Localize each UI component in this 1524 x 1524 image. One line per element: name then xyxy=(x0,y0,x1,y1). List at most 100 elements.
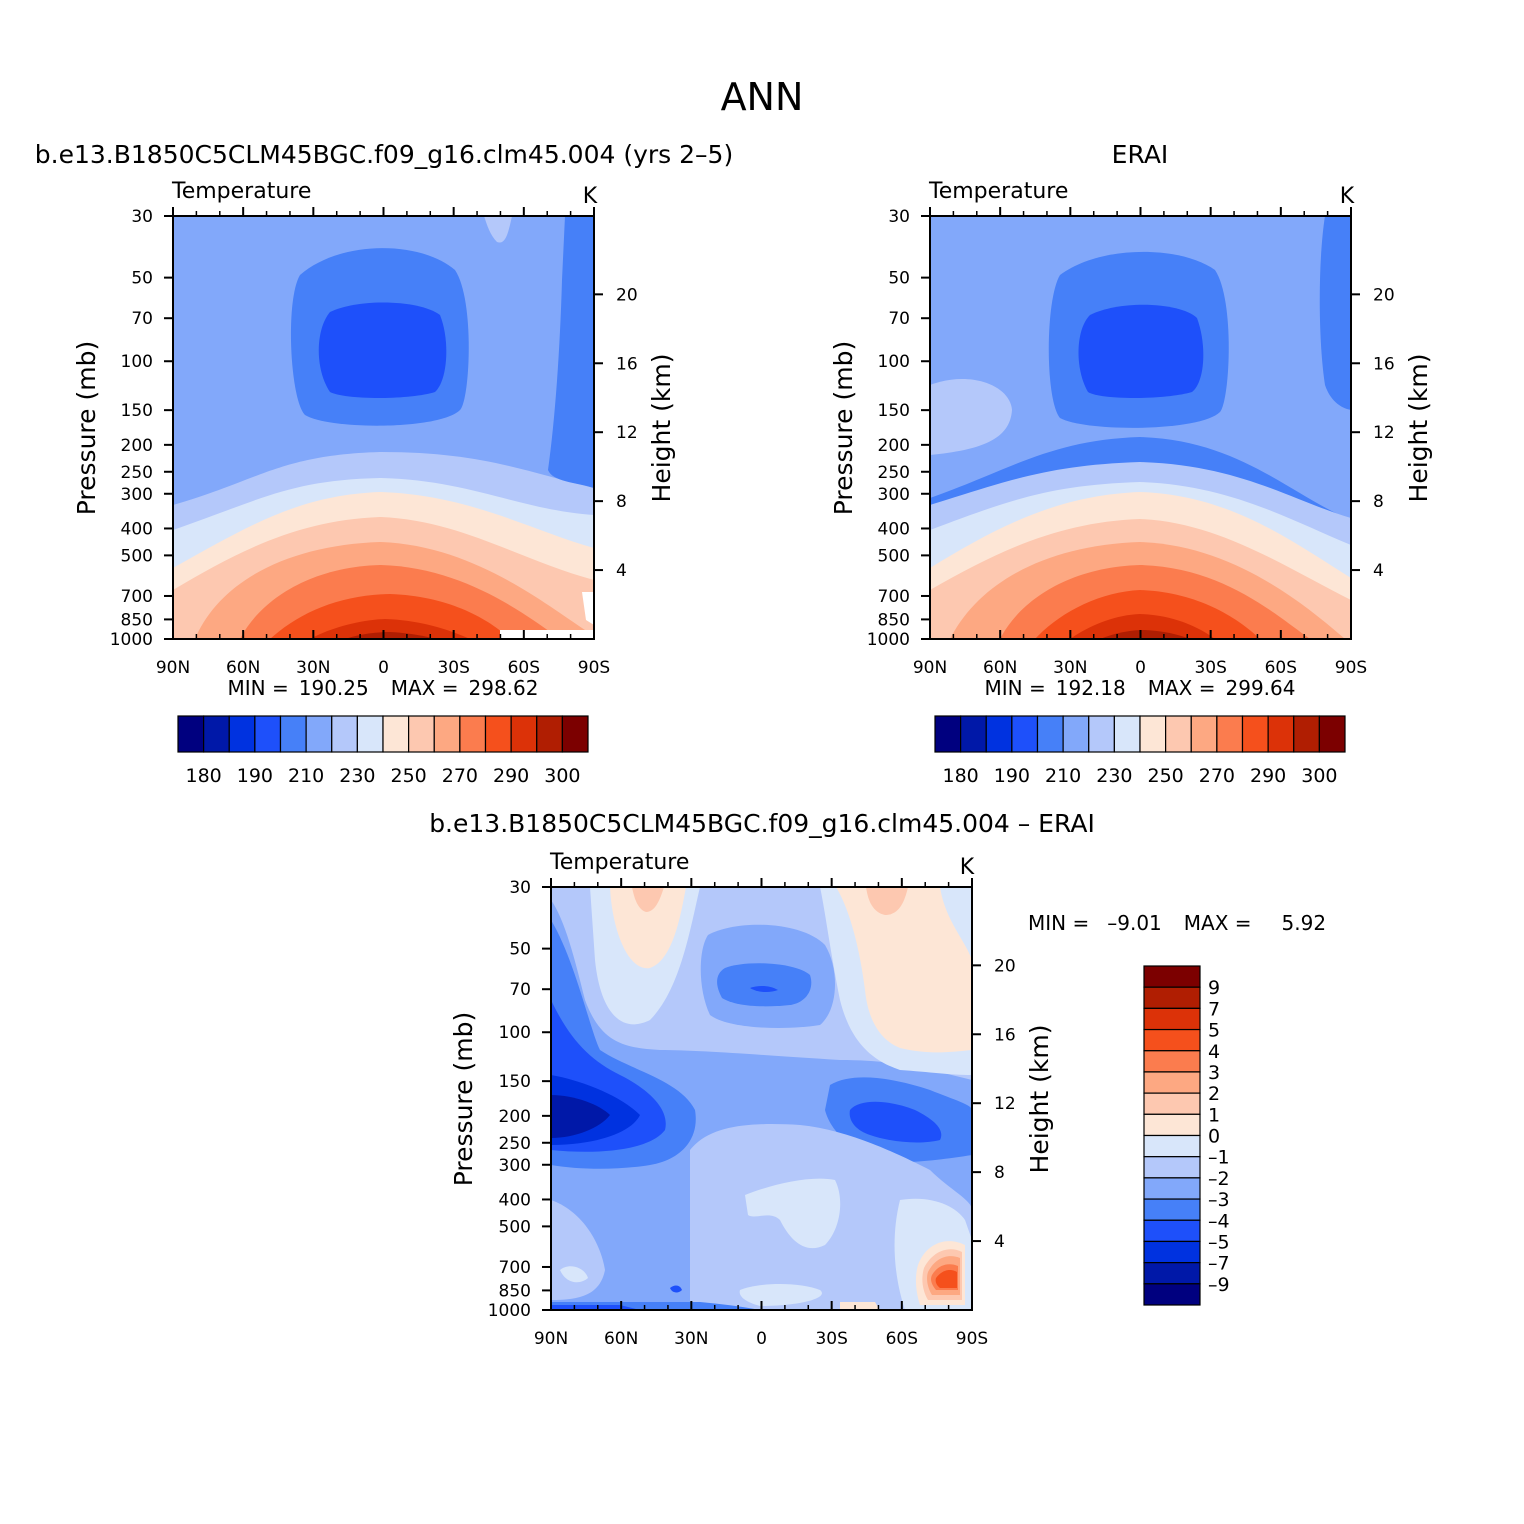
panel-c-colorbar-label: 1 xyxy=(1208,1104,1220,1126)
panel-c-x-tick-label: 30N xyxy=(674,1329,708,1349)
panel-c-colorbar-label: –3 xyxy=(1208,1189,1230,1211)
panel-b-colorbar-label: 300 xyxy=(1301,765,1337,787)
panel-a-colorbar-box xyxy=(484,715,512,753)
panel-a-y-tick-label: 1000 xyxy=(110,630,153,650)
panel-c-colorbar-box xyxy=(1143,1134,1201,1158)
panel-a-y-tick-label: 500 xyxy=(121,546,153,566)
panel-b-ylabel: Pressure (mb) xyxy=(829,341,858,515)
panel-a-height-tick-label: 8 xyxy=(616,492,627,512)
panel-b-min-value: 192.18 xyxy=(1056,676,1126,700)
panel-c-colorbar-box xyxy=(1143,1156,1201,1179)
panel-b-colorbar-box xyxy=(1241,715,1269,753)
panel-b-colorbar-box xyxy=(1267,715,1295,753)
panel-c-colorbar-box xyxy=(1143,1219,1201,1243)
panel-b-colorbar: 180 190 210 230 250 270 290 300 xyxy=(934,715,1346,787)
panel-c-colorbar-label: –9 xyxy=(1208,1274,1230,1296)
panel-a-colorbar-label: 190 xyxy=(237,765,273,787)
panel-c-y-tick-label: 70 xyxy=(509,980,531,1000)
panel-a-max-value: 298.62 xyxy=(469,676,539,700)
panel-a-x-tick-label: 60S xyxy=(508,658,540,678)
panel-b-colorbar-label: 180 xyxy=(942,765,978,787)
panel-a-y-tick-label: 700 xyxy=(121,587,153,607)
panel-b-y-tick-label: 100 xyxy=(878,352,910,372)
page-title: ANN xyxy=(721,75,804,119)
panel-c-x-tick-label: 60S xyxy=(886,1329,918,1349)
panel-b-x-tick-label: 30S xyxy=(1194,658,1226,678)
panel-a-title: b.e13.B1850C5CLM45BGC.f09_g16.clm45.004 … xyxy=(35,140,733,169)
panel-a-colorbar-box xyxy=(228,715,256,753)
panel-a-contour-field xyxy=(173,216,594,639)
panel-a-colorbar-box xyxy=(279,715,307,753)
panel-b-colorbar-label: 230 xyxy=(1096,765,1132,787)
panel-c-x-tick-label: 30S xyxy=(815,1329,847,1349)
panel-c-stats: MIN = –9.01 MAX = 5.92 xyxy=(1028,911,1326,935)
panel-a-min-label: MIN = xyxy=(228,676,289,700)
panel-b-ylabel-right: Height (km) xyxy=(1404,354,1433,503)
panel-a-colorbar-label: 250 xyxy=(390,765,426,787)
panel-c-max-label: MAX = xyxy=(1184,911,1252,935)
panel-c-x-tick-label: 90N xyxy=(534,1329,568,1349)
panel-a-colorbar-box xyxy=(203,715,230,753)
panel-c-y-tick-label: 150 xyxy=(499,1072,531,1092)
panel-a-colorbar-box xyxy=(305,715,333,753)
panel-a-colorbar-label: 290 xyxy=(493,765,529,787)
panel-b-height-tick-label: 12 xyxy=(1373,423,1395,443)
panel-c-colorbar-box xyxy=(1143,1071,1201,1094)
panel-a-height-tick-label: 20 xyxy=(616,285,638,305)
panel-a-x-tick-label: 30N xyxy=(296,658,330,678)
panel-c-min-value: –9.01 xyxy=(1107,911,1162,935)
panel-a-colorbar: 180 190 210 230 250 270 290 300 xyxy=(177,715,589,787)
panel-b-colorbar-label: 270 xyxy=(1199,765,1235,787)
panel-b-y-tick-label: 400 xyxy=(878,519,910,539)
panel-c-colorbar-label: 2 xyxy=(1208,1083,1220,1105)
panel-c-y-tick-label: 100 xyxy=(499,1023,531,1043)
panel-a-colorbar-box xyxy=(177,715,205,753)
panel-c-colorbar-label: –5 xyxy=(1208,1231,1230,1253)
panel-a-colorbar-label: 180 xyxy=(185,765,221,787)
panel-a-y-tick-label: 150 xyxy=(121,401,153,421)
panel-a-colorbar-box xyxy=(561,715,589,753)
panel-c-colorbar-box xyxy=(1143,1198,1201,1221)
panel-b-y-tick-label: 850 xyxy=(878,610,910,630)
panel-c-y-tick-label: 500 xyxy=(499,1217,531,1237)
panel-a-min-value: 190.25 xyxy=(299,676,369,700)
panel-a-y-tick-label: 300 xyxy=(121,485,153,505)
panel-b-x-tick-label: 90S xyxy=(1335,658,1367,678)
panel-b-height-tick-label: 16 xyxy=(1373,354,1395,374)
panel-a-height-tick-label: 12 xyxy=(616,423,638,443)
panel-a-colorbar-label: 230 xyxy=(339,765,375,787)
panel-b-max-label: MAX = xyxy=(1148,676,1216,700)
panel-c-y-tick-label: 50 xyxy=(509,940,531,960)
panel-c-colorbar-label: –1 xyxy=(1208,1147,1230,1169)
panel-b-y-tick-label: 70 xyxy=(888,309,910,329)
panel-a-max-label: MAX = xyxy=(391,676,459,700)
panel-b-colorbar-box xyxy=(1088,715,1115,753)
panel-b-x-tick-label: 30N xyxy=(1053,658,1087,678)
panel-c-colorbar-box xyxy=(1143,965,1201,988)
panel-b-y-tick-label: 200 xyxy=(878,436,910,456)
panel-b-colorbar-label: 210 xyxy=(1045,765,1081,787)
panel-a-y-tick-label: 400 xyxy=(121,519,153,539)
panel-a-x-tick-label: 90S xyxy=(578,658,610,678)
panel-c-colorbar-box xyxy=(1143,1028,1201,1052)
panel-a-colorbar-box xyxy=(408,715,435,753)
panel-c-colorbar-label: 4 xyxy=(1208,1041,1220,1063)
panel-b-colorbar-box xyxy=(1036,715,1064,753)
panel-c-y-tick-label: 200 xyxy=(499,1107,531,1127)
panel-c-colorbar-label: –2 xyxy=(1208,1168,1230,1190)
panel-c-title: b.e13.B1850C5CLM45BGC.f09_g16.clm45.004 … xyxy=(429,809,1095,838)
panel-c-colorbar-box xyxy=(1143,1262,1201,1285)
panel-b-colorbar-box xyxy=(1165,715,1192,753)
panel-b-colorbar-label: 290 xyxy=(1250,765,1286,787)
panel-c-height-tick-label: 8 xyxy=(994,1163,1005,1183)
panel-c-max-value: 5.92 xyxy=(1282,911,1327,935)
panel-b-colorbar-box xyxy=(1293,715,1320,753)
panel-b-max-value: 299.64 xyxy=(1226,676,1296,700)
panel-b-colorbar-box xyxy=(1216,715,1244,753)
panel-b-axes: 90N 60N 30N 0 30S 60S 90S 30 50 70 100 150 200 250300… xyxy=(867,207,1395,678)
panel-c-y-tick-label: 250 xyxy=(499,1134,531,1154)
panel-b-min-label: MIN = xyxy=(985,676,1046,700)
panel-a-colorbar-box xyxy=(536,715,563,753)
panel-b-colorbar-box xyxy=(1139,715,1167,753)
panel-a-y-tick-label: 250 xyxy=(121,463,153,483)
